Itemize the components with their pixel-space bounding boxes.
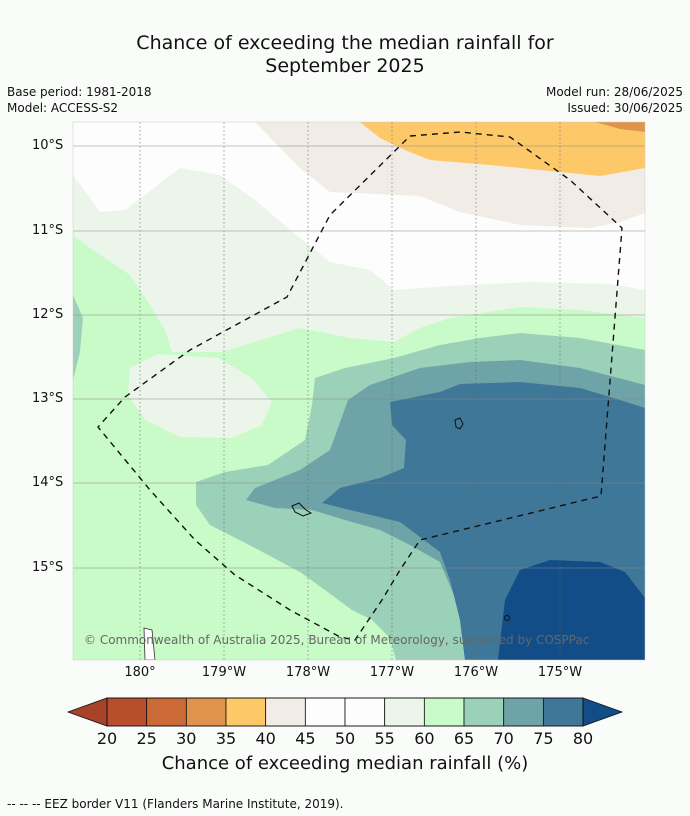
colorbar-cell [225, 697, 267, 727]
colorbar-tick-label: 25 [136, 729, 157, 748]
colorbar-cell [463, 697, 505, 727]
base-period-text: Base period: 1981-2018 [7, 85, 152, 99]
colorbar-tick-label: 65 [453, 729, 475, 748]
colorbar-tick-label: 35 [215, 729, 237, 748]
island-outline [504, 615, 510, 621]
colorbar-tick-label: 60 [414, 729, 435, 748]
lat-tick-10s: 10°S [32, 138, 64, 153]
lat-tick-11s: 11°S [32, 223, 64, 238]
colorbar-low-arrow [66, 697, 108, 727]
colorbar-tick-label: 30 [176, 729, 197, 748]
parallels [73, 145, 645, 569]
colorbar-cell [146, 697, 187, 727]
lon-tick-179w: 179°W [201, 665, 247, 680]
colorbar-cell [304, 697, 346, 727]
lon-tick-180: 180° [124, 665, 156, 680]
colorbar-tick-label: 55 [374, 729, 395, 748]
colorbar-tick-label: 80 [572, 729, 594, 748]
colorbar-cell [503, 697, 544, 727]
eez-legend-text: -- -- -- EEZ border V11 (Flanders Marine… [7, 797, 344, 811]
lat-tick-14s: 14°S [32, 475, 64, 490]
colorbar-cell [384, 697, 425, 727]
island-outline [454, 417, 464, 430]
colorbar-tick-label: 40 [255, 729, 276, 748]
colorbar-label: Chance of exceeding median rainfall (%) [161, 753, 529, 774]
colorbar [66, 697, 624, 727]
lat-tick-12s: 12°S [32, 307, 64, 322]
rainfall-contour-map [73, 122, 645, 660]
model-run-text: Model run: 28/06/2025 [545, 85, 683, 99]
copyright-text: © Commonwealth of Australia 2025, Bureau… [84, 633, 590, 647]
colorbar-tick-label: 75 [533, 729, 554, 748]
map-title-line2: September 2025 [265, 55, 425, 77]
lon-tick-178w: 178°W [285, 665, 331, 680]
map-title-line1: Chance of exceeding the median rainfall … [136, 32, 554, 54]
lon-tick-175w: 175°W [537, 665, 583, 680]
meridians [139, 122, 561, 660]
colorbar-tick-label: 20 [96, 729, 118, 748]
island-outline [291, 502, 313, 517]
colorbar-cell [423, 697, 465, 727]
colorbar-cell [542, 697, 584, 727]
model-text: Model: ACCESS-S2 [7, 101, 119, 115]
colorbar-tick-label: 45 [295, 729, 316, 748]
colorbar-cell [106, 697, 148, 727]
lat-tick-15s: 15°S [32, 560, 64, 575]
lon-tick-176w: 176°W [453, 665, 499, 680]
colorbar-tick-label: 70 [493, 729, 514, 748]
colorbar-cell [344, 697, 386, 727]
issued-text: Issued: 30/06/2025 [567, 101, 683, 115]
lat-tick-13s: 13°S [32, 391, 64, 406]
colorbar-cell [185, 697, 227, 727]
colorbar-tick-label: 50 [334, 729, 356, 748]
lon-tick-177w: 177°W [369, 665, 415, 680]
colorbar-high-arrow [582, 697, 624, 727]
colorbar-cell [265, 697, 306, 727]
